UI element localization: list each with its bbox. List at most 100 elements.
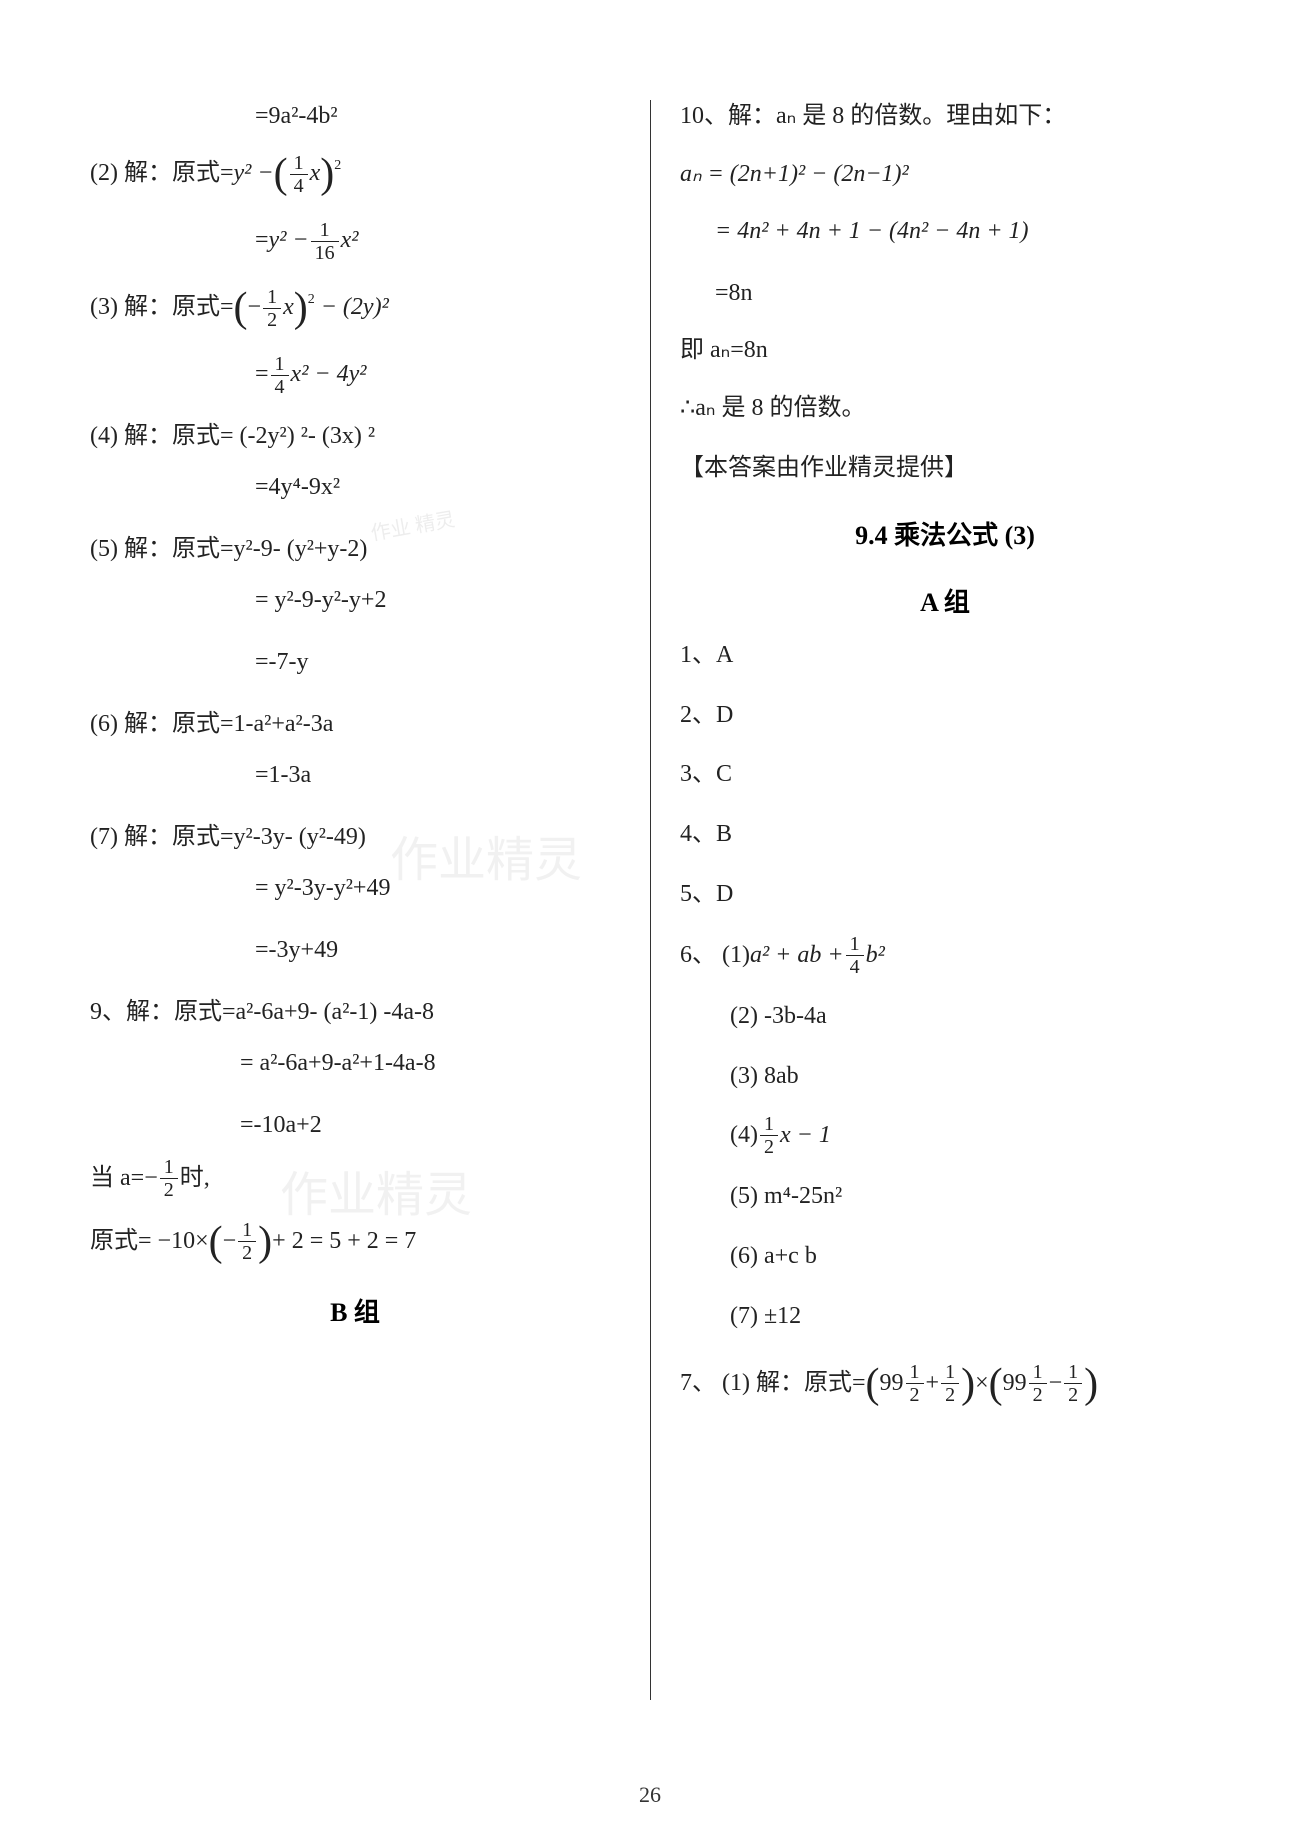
text: = (255, 224, 269, 258)
answer-2: 2、D (680, 699, 1210, 733)
denominator: 2 (941, 1384, 959, 1406)
left-line-7: =4y⁴-9x² (90, 471, 620, 505)
text: = (255, 358, 269, 392)
numerator: 1 (160, 1156, 178, 1179)
paren-right: ) (961, 1363, 975, 1405)
numerator: 1 (760, 1113, 778, 1136)
text: x² − 4y² (291, 358, 367, 392)
text: − (248, 291, 262, 325)
paren-right: ) (294, 287, 308, 329)
right-column: 10、解：aₙ 是 8 的倍数。理由如下： aₙ = (2n+1)² − (2n… (650, 100, 1210, 1778)
answer-6-5: (5) m⁴-25n² (680, 1180, 1210, 1214)
text: (4) (730, 1119, 758, 1153)
text: x (283, 291, 294, 325)
paren-right: ) (320, 153, 334, 195)
numerator: 1 (271, 353, 289, 376)
text: − (2y)² (321, 291, 389, 325)
column-divider (650, 100, 651, 1700)
fraction: 1 16 (311, 219, 339, 264)
left-line-16: 9、解：原式=a²-6a+9- (a²-1) -4a-8 (90, 996, 620, 1030)
denominator: 2 (160, 1179, 178, 1201)
fraction: 1 2 (760, 1113, 778, 1158)
left-line-12: =1-3a (90, 759, 620, 793)
answer-6-1: 6、 (1) a² + ab + 1 4 b² (680, 933, 1210, 978)
answer-4: 4、B (680, 818, 1210, 852)
fraction: 1 2 (238, 1219, 256, 1264)
left-line-18: =-10a+2 (90, 1109, 620, 1143)
right-line-1: 10、解：aₙ 是 8 的倍数。理由如下： (680, 100, 1210, 134)
paren-left: ( (989, 1363, 1003, 1405)
text: 当 a= (90, 1162, 144, 1196)
text: 6、 (1) (680, 939, 750, 973)
paren-right: ) (1084, 1363, 1098, 1405)
denominator: 2 (263, 309, 281, 331)
text: − (223, 1225, 237, 1259)
fraction: 1 4 (271, 353, 289, 398)
numerator: 1 (846, 933, 864, 956)
paren-left: ( (209, 1221, 223, 1263)
left-line-9: = y²-9-y²-y+2 (90, 584, 620, 618)
paren-left: ( (866, 1363, 880, 1405)
answer-7-1: 7、 (1) 解：原式= ( 99 1 2 + 1 2 ) × ( 99 1 2… (680, 1361, 1210, 1406)
text: + (926, 1367, 940, 1401)
denominator: 2 (1029, 1384, 1047, 1406)
answer-5: 5、D (680, 878, 1210, 912)
left-line-15: =-3y+49 (90, 934, 620, 968)
numerator: 1 (290, 152, 308, 175)
text: − (144, 1162, 158, 1196)
denominator: 2 (238, 1242, 256, 1264)
superscript: 2 (308, 290, 315, 310)
right-line-3: = 4n² + 4n + 1 − (4n² − 4n + 1) (680, 215, 1210, 249)
group-a-title: A 组 (680, 582, 1210, 619)
left-line-3: = y² − 1 16 x² (90, 219, 620, 264)
text: (3) 解：原式= (90, 291, 234, 325)
fraction: 1 4 (290, 152, 308, 197)
answer-3: 3、C (680, 758, 1210, 792)
denominator: 2 (906, 1384, 924, 1406)
fraction: 1 2 (906, 1361, 924, 1406)
fraction: 1 2 (263, 286, 281, 331)
numerator: 1 (263, 286, 281, 309)
text: − (1049, 1367, 1063, 1401)
fraction: 1 2 (160, 1156, 178, 1201)
denominator: 4 (290, 175, 308, 197)
text: 原式= −10× (90, 1225, 209, 1259)
left-line-20: 原式= −10× ( − 1 2 ) + 2 = 5 + 2 = 7 (90, 1219, 620, 1264)
text: (2) 解：原式= (90, 157, 234, 191)
text: × (975, 1367, 989, 1401)
numerator: 1 (238, 1219, 256, 1242)
right-line-6: ∴aₙ 是 8 的倍数。 (680, 392, 1210, 426)
numerator: 1 (1064, 1361, 1082, 1384)
paren-left: ( (234, 287, 248, 329)
paren-right: ) (258, 1221, 272, 1263)
fraction: 1 2 (941, 1361, 959, 1406)
text: 时, (180, 1162, 210, 1196)
left-line-14: = y²-3y-y²+49 (90, 872, 620, 906)
fraction: 1 2 (1064, 1361, 1082, 1406)
left-line-1: =9a²-4b² (90, 100, 620, 134)
answer-6-2: (2) -3b-4a (680, 1000, 1210, 1034)
left-line-8: (5) 解：原式=y²-9- (y²+y-2) (90, 533, 620, 567)
answer-1: 1、A (680, 639, 1210, 673)
left-line-19: 当 a= − 1 2 时, (90, 1156, 620, 1201)
section-title: 9.4 乘法公式 (3) (680, 515, 1210, 552)
text: 99 (880, 1367, 904, 1401)
left-line-10: =-7-y (90, 646, 620, 680)
fraction: 1 2 (1029, 1361, 1047, 1406)
left-line-6: (4) 解：原式= (-2y²) ²- (3x) ² (90, 420, 620, 454)
page-number: 26 (0, 1782, 1300, 1808)
left-line-2: (2) 解：原式= y² − ( 1 4 x ) 2 (90, 152, 620, 197)
text: x − 1 (780, 1119, 831, 1153)
left-column: 作业 精灵 =9a²-4b² (2) 解：原式= y² − ( 1 4 x ) … (90, 100, 650, 1778)
denominator: 4 (846, 956, 864, 978)
numerator: 1 (941, 1361, 959, 1384)
denominator: 4 (271, 376, 289, 398)
left-line-4: (3) 解：原式= ( − 1 2 x ) 2 − (2y)² (90, 286, 620, 331)
group-b-title: B 组 (90, 1292, 620, 1329)
text: y² − (234, 157, 274, 191)
answer-6-6: (6) a+c b (680, 1240, 1210, 1274)
superscript: 2 (334, 156, 341, 176)
fraction: 1 4 (846, 933, 864, 978)
text: y² − (269, 224, 309, 258)
left-line-17: = a²-6a+9-a²+1-4a-8 (90, 1047, 620, 1081)
